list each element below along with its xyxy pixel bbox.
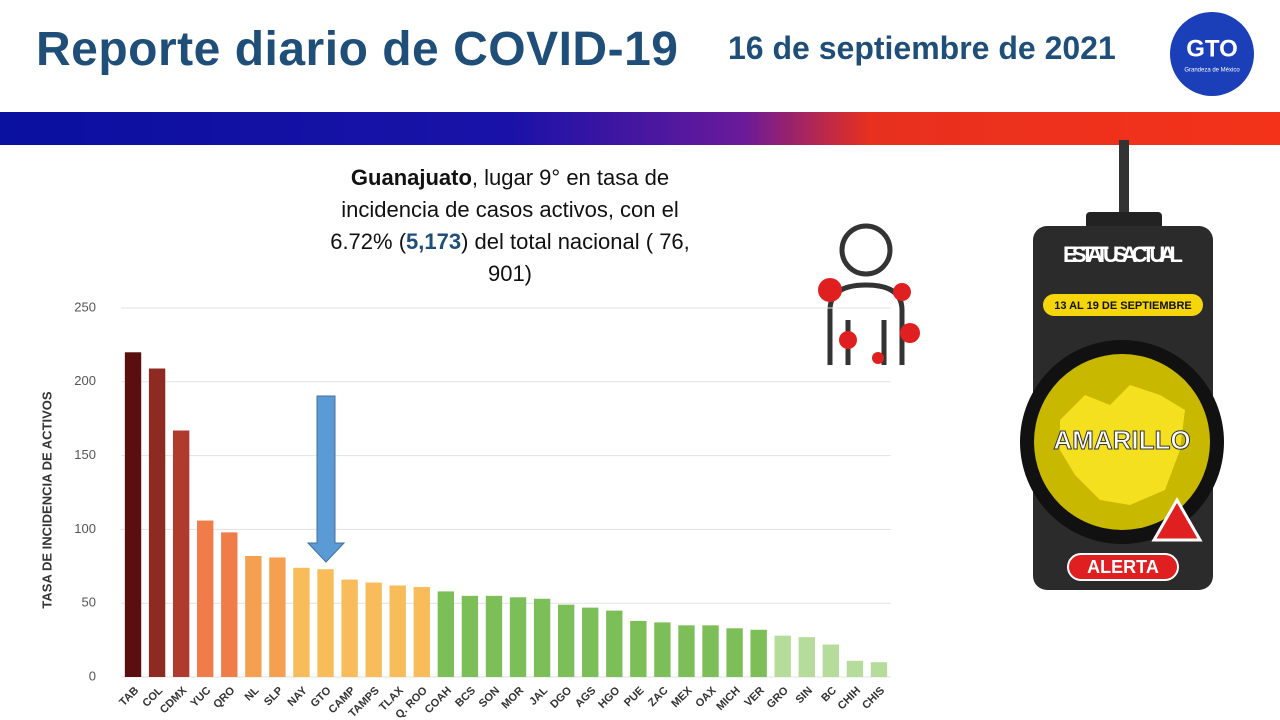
summary-part: ) del total nacional ( 76, 901) xyxy=(461,229,690,286)
bar xyxy=(293,567,310,677)
summary-part: Guanajuato xyxy=(350,165,472,190)
state-map xyxy=(1060,385,1185,505)
bar xyxy=(870,662,888,677)
logo-text: GTO xyxy=(1186,35,1238,62)
x-tick-label: AGS xyxy=(573,685,598,710)
bar xyxy=(750,629,767,677)
x-tick-label: SON xyxy=(477,685,502,710)
bar xyxy=(365,582,382,677)
bar xyxy=(822,644,840,677)
y-tick-label: 200 xyxy=(74,373,96,388)
bar xyxy=(461,595,479,677)
x-tick-label: QRO xyxy=(211,684,238,711)
bar xyxy=(533,598,551,677)
y-tick-label: 0 xyxy=(89,668,96,683)
x-tick-label: COAH xyxy=(423,685,454,716)
y-tick-label: 50 xyxy=(82,595,96,610)
status-level: AMARILLO xyxy=(1053,425,1190,455)
bar xyxy=(798,637,815,677)
bar xyxy=(172,430,190,677)
x-tick-label: NAY xyxy=(285,684,310,709)
x-tick-label: MEX xyxy=(669,684,695,710)
bar xyxy=(702,625,719,677)
status-badge: ALERTA xyxy=(1087,557,1159,577)
bar xyxy=(654,622,671,677)
bar xyxy=(389,585,406,677)
x-tick-label: JAL xyxy=(527,684,550,707)
bar xyxy=(509,597,527,677)
x-tick-label: ZAC xyxy=(646,685,671,710)
x-tick-label: TAB xyxy=(117,685,141,709)
x-tick-label: CHIH xyxy=(836,685,864,713)
bar xyxy=(148,368,166,677)
date: 16 de septiembre de 2021 xyxy=(728,30,1116,66)
bar xyxy=(557,604,575,677)
bar xyxy=(846,660,864,677)
header-stripe xyxy=(0,112,1280,145)
logo-circle xyxy=(1170,12,1254,96)
x-tick-label: CDMX xyxy=(158,684,190,716)
warning-icon xyxy=(1151,496,1203,542)
summary-part: 5,173 xyxy=(406,229,462,254)
bar xyxy=(221,532,238,677)
summary-part: , lugar 9° en tasa de incidencia de caso… xyxy=(330,165,679,254)
period-pill xyxy=(1043,294,1203,316)
bar xyxy=(341,579,358,677)
bar xyxy=(317,569,334,677)
bar xyxy=(413,586,430,677)
x-tick-label: PUE xyxy=(622,685,646,709)
bar xyxy=(485,595,503,677)
x-tick-label: VER xyxy=(742,685,767,710)
x-tick-label: HGO xyxy=(596,684,623,711)
bracket xyxy=(1086,212,1162,230)
x-tick-label: SLP xyxy=(262,685,286,709)
x-tick-label: MICH xyxy=(714,685,742,713)
bar xyxy=(245,555,262,677)
x-tick-label: DGO xyxy=(548,684,575,711)
bar xyxy=(774,635,791,677)
alert-pill xyxy=(1067,553,1179,581)
status-period: 13 AL 19 DE SEPTIEMBRE xyxy=(1054,300,1192,312)
logo-tagline: Grandeza de México xyxy=(1184,68,1240,74)
y-axis-label: TASA DE INCIDENCIA DE ACTIVOS xyxy=(39,391,54,608)
x-tick-label: YUC xyxy=(188,685,213,710)
x-tick-label: CHIS xyxy=(860,685,887,712)
pole xyxy=(1119,140,1129,220)
bar xyxy=(124,352,142,677)
symptom-dots xyxy=(818,278,920,364)
bar xyxy=(197,520,214,677)
bar xyxy=(437,591,455,677)
pointer-arrow xyxy=(306,395,346,563)
y-tick-label: 100 xyxy=(74,521,96,536)
y-tick-label: 150 xyxy=(74,447,96,462)
bar xyxy=(269,557,286,677)
bar xyxy=(582,607,599,677)
x-tick-label: MOR xyxy=(500,685,527,712)
bar xyxy=(726,628,743,677)
status-heading: ESTATUS ACTUAL xyxy=(1063,242,1183,267)
bar xyxy=(678,625,695,677)
x-tick-label: BCS xyxy=(453,685,478,710)
bar xyxy=(606,610,623,677)
x-tick-label: GRO xyxy=(765,684,792,711)
x-tick-label: NL xyxy=(243,684,262,703)
bar xyxy=(630,620,647,677)
x-tick-label: SIN xyxy=(794,685,815,706)
x-tick-label: BC xyxy=(819,685,839,705)
title: Reporte diario de COVID-19 xyxy=(36,23,679,76)
summary: Guanajuato, lugar 9° en tasa de incidenc… xyxy=(310,162,710,290)
y-tick-label: 250 xyxy=(74,299,96,314)
